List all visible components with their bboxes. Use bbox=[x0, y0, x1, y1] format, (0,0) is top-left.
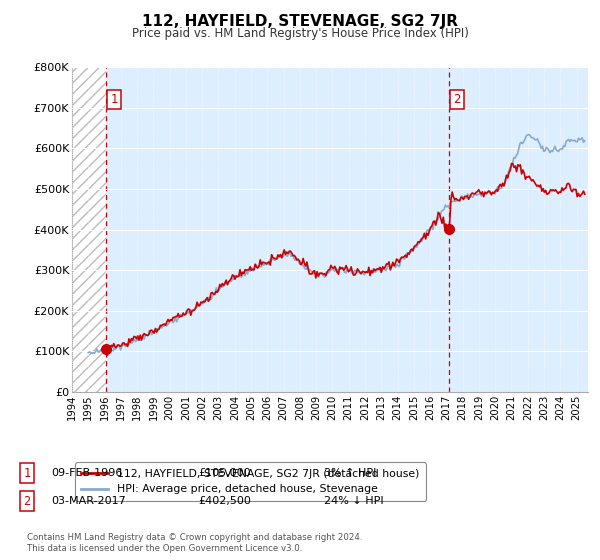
Text: 1: 1 bbox=[23, 466, 31, 480]
Text: 112, HAYFIELD, STEVENAGE, SG2 7JR: 112, HAYFIELD, STEVENAGE, SG2 7JR bbox=[142, 14, 458, 29]
Text: 2: 2 bbox=[453, 93, 461, 106]
Text: 1: 1 bbox=[110, 93, 118, 106]
Text: £105,000: £105,000 bbox=[198, 468, 251, 478]
Text: 09-FEB-1996: 09-FEB-1996 bbox=[51, 468, 122, 478]
Text: Price paid vs. HM Land Registry's House Price Index (HPI): Price paid vs. HM Land Registry's House … bbox=[131, 27, 469, 40]
Text: £402,500: £402,500 bbox=[198, 496, 251, 506]
Text: 24% ↓ HPI: 24% ↓ HPI bbox=[324, 496, 383, 506]
Text: Contains HM Land Registry data © Crown copyright and database right 2024.
This d: Contains HM Land Registry data © Crown c… bbox=[27, 533, 362, 553]
Text: 3% ↑ HPI: 3% ↑ HPI bbox=[324, 468, 376, 478]
Text: 03-MAR-2017: 03-MAR-2017 bbox=[51, 496, 126, 506]
Legend: 112, HAYFIELD, STEVENAGE, SG2 7JR (detached house), HPI: Average price, detached: 112, HAYFIELD, STEVENAGE, SG2 7JR (detac… bbox=[75, 463, 426, 501]
Text: 2: 2 bbox=[23, 494, 31, 508]
Bar bbox=[72, 67, 106, 392]
